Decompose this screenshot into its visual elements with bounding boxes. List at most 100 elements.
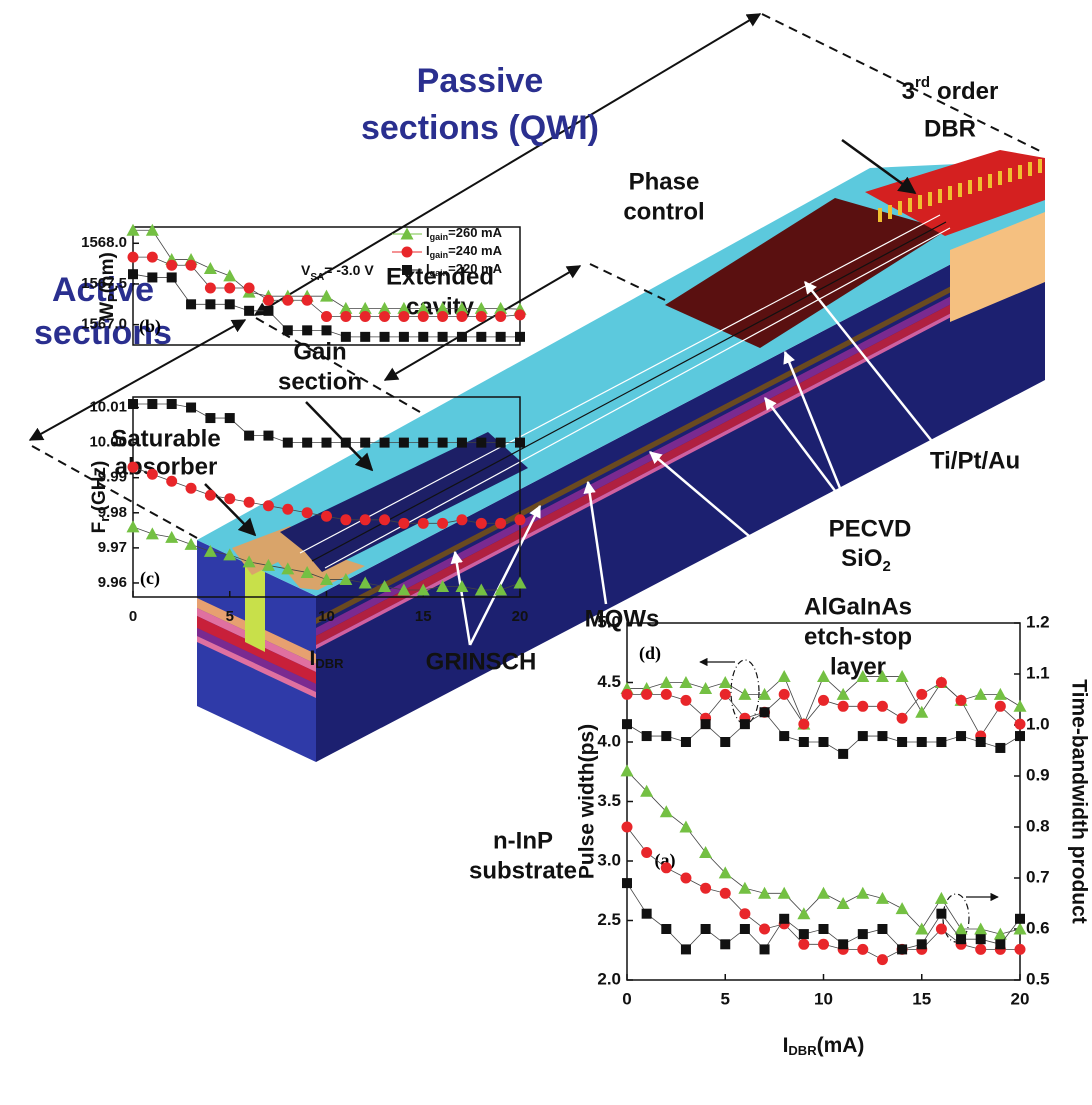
marker xyxy=(244,283,255,294)
marker xyxy=(679,821,692,833)
marker xyxy=(837,897,850,909)
marker xyxy=(935,892,948,904)
marker xyxy=(738,882,751,894)
x-tick-label: 5 xyxy=(721,989,730,1008)
panel-label: (b) xyxy=(139,316,161,337)
marker xyxy=(496,438,506,448)
marker xyxy=(622,719,632,729)
marker xyxy=(679,676,692,688)
marker xyxy=(877,731,887,741)
label: section xyxy=(278,368,362,395)
label-sup: rd xyxy=(915,74,930,91)
marker xyxy=(147,399,157,409)
marker xyxy=(995,701,1006,712)
y-tick-label: 2.0 xyxy=(597,969,621,988)
marker xyxy=(956,934,966,944)
marker xyxy=(495,518,506,529)
marker xyxy=(322,438,332,448)
marker xyxy=(399,332,409,342)
marker xyxy=(758,887,771,899)
marker xyxy=(798,719,809,730)
marker xyxy=(322,325,332,335)
marker xyxy=(856,887,869,899)
marker xyxy=(341,332,351,342)
marker xyxy=(418,311,429,322)
marker xyxy=(720,939,730,949)
y2-tick-label: 0.6 xyxy=(1026,918,1050,937)
y-tick-label: 9.97 xyxy=(98,539,127,556)
marker xyxy=(418,332,428,342)
x-tick-label: 15 xyxy=(415,608,432,625)
y-tick-label: 4.5 xyxy=(597,672,621,691)
marker xyxy=(974,923,987,935)
marker xyxy=(204,262,217,274)
marker xyxy=(701,924,711,934)
marker xyxy=(302,438,312,448)
marker xyxy=(380,332,390,342)
marker xyxy=(720,737,730,747)
marker xyxy=(956,731,966,741)
marker xyxy=(876,892,889,904)
y2-tick-label: 0.9 xyxy=(1026,765,1050,784)
marker xyxy=(496,332,506,342)
marker xyxy=(896,670,909,682)
marker xyxy=(244,431,254,441)
y2-tick-label: 0.8 xyxy=(1026,816,1050,835)
label-part: (mA) xyxy=(817,1034,865,1057)
marker xyxy=(340,514,351,525)
label-part: 3 xyxy=(902,78,915,105)
marker xyxy=(515,332,525,342)
label-part: W xyxy=(97,302,118,320)
marker xyxy=(936,924,947,935)
y-tick-label: 3.0 xyxy=(597,850,621,869)
marker xyxy=(838,939,848,949)
label: GRINSCH xyxy=(426,648,537,675)
marker xyxy=(360,311,371,322)
series-line xyxy=(627,683,1020,737)
y2-tick-label: 1.1 xyxy=(1026,663,1050,682)
device-schematic: Passive sections (QWI) Active sections 3… xyxy=(30,14,1045,884)
marker xyxy=(974,688,987,700)
marker xyxy=(760,944,770,954)
marker xyxy=(399,438,409,448)
marker xyxy=(437,518,448,529)
marker xyxy=(263,306,273,316)
marker xyxy=(166,260,177,271)
figure: Passive sections (QWI) Active sections 3… xyxy=(0,0,1092,1105)
marker xyxy=(186,260,197,271)
y2-tick-label: 0.5 xyxy=(1026,969,1050,988)
marker xyxy=(263,500,274,511)
marker xyxy=(1015,944,1026,955)
label: Saturable xyxy=(111,425,220,452)
marker xyxy=(818,939,829,950)
marker xyxy=(456,311,467,322)
marker xyxy=(456,514,467,525)
marker xyxy=(818,695,829,706)
marker xyxy=(147,252,158,263)
marker xyxy=(205,413,215,423)
x-tick-label: 20 xyxy=(512,608,529,625)
panel-label: (c) xyxy=(140,568,160,589)
marker xyxy=(799,737,809,747)
marker xyxy=(720,689,731,700)
marker xyxy=(994,688,1007,700)
marker xyxy=(1014,700,1027,712)
marker xyxy=(858,929,868,939)
marker xyxy=(681,737,691,747)
y2-tick-label: 1.2 xyxy=(1026,612,1050,631)
label-part: = -3.0 V xyxy=(324,262,374,278)
marker xyxy=(495,311,506,322)
marker xyxy=(956,695,967,706)
marker xyxy=(186,403,196,413)
label: Phase xyxy=(629,168,700,195)
marker xyxy=(282,504,293,515)
marker xyxy=(418,438,428,448)
marker xyxy=(360,332,370,342)
marker xyxy=(128,399,138,409)
label: DBR xyxy=(924,115,976,142)
marker xyxy=(758,688,771,700)
marker xyxy=(779,689,790,700)
marker xyxy=(760,707,770,717)
label: n-InP xyxy=(493,827,553,854)
marker xyxy=(205,490,216,501)
